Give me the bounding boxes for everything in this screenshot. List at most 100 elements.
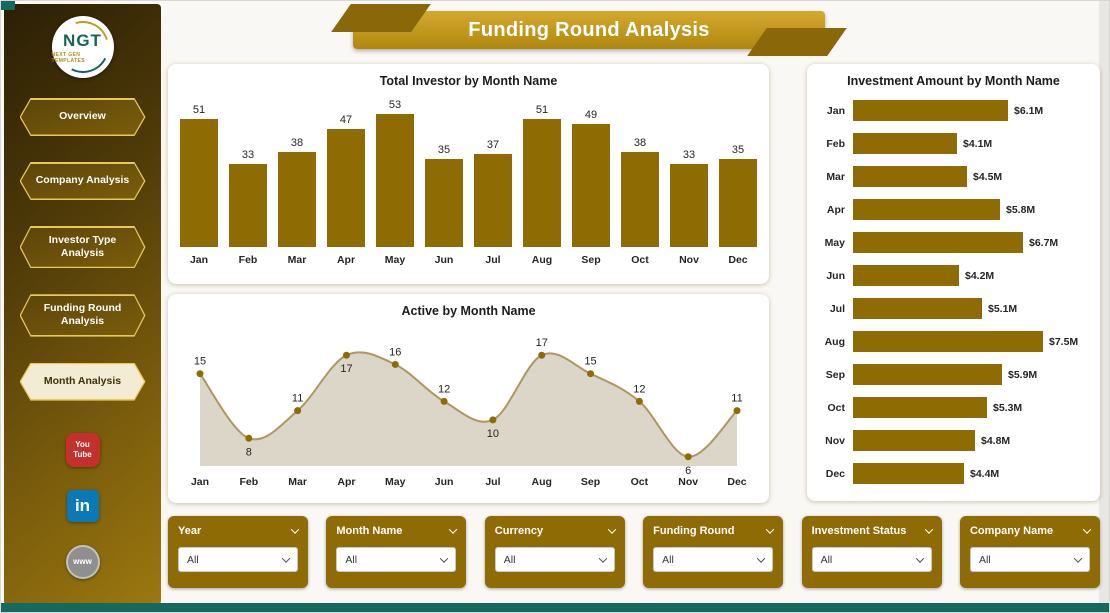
area-marker[interactable] — [342, 351, 350, 359]
hbar-value-label: $4.2M — [965, 269, 995, 282]
sidebar-item-company-analysis[interactable]: Company Analysis — [20, 162, 146, 200]
bar-column: 37 Jul — [474, 92, 512, 266]
page-title: Funding Round Analysis — [468, 18, 710, 41]
logo-subtext: NEXT GEN TEMPLATES — [51, 51, 86, 64]
bar-column: 38 Mar — [278, 92, 316, 266]
area-marker[interactable] — [489, 416, 497, 424]
hbar-bar[interactable] — [853, 100, 1008, 121]
hbar-bar[interactable] — [853, 364, 1002, 385]
area-marker[interactable] — [245, 434, 253, 442]
area-value-label: 16 — [389, 346, 401, 358]
filter-investment-status-dropdown[interactable]: All — [811, 547, 932, 572]
sidebar-item-label: Investor Type Analysis — [48, 233, 117, 260]
area-marker[interactable] — [440, 397, 448, 405]
area-chart[interactable]: 15 Jan 8 Feb 11 Mar 17 Apr 16 May 12 Jun 10 Jul 17 Aug 1… — [176, 322, 761, 492]
filter-funding-round-dropdown[interactable]: All — [653, 547, 774, 572]
bar[interactable] — [719, 159, 757, 247]
hbar-row: Oct $5.3M — [815, 391, 1092, 424]
area-marker[interactable] — [294, 407, 302, 415]
area-marker[interactable] — [196, 370, 204, 378]
hbar-month-label: Oct — [827, 401, 845, 414]
hbar-month-label: Aug — [824, 335, 845, 348]
hbar-bar[interactable] — [853, 199, 1000, 220]
hbar-month-label: Jan — [826, 104, 845, 117]
hbar-month-label: Apr — [826, 203, 845, 216]
hbar-bar[interactable] — [853, 265, 959, 286]
bar[interactable] — [621, 152, 659, 247]
youtube-text-bottom: Tube — [73, 449, 92, 459]
bar-value-label: 33 — [682, 149, 696, 161]
sidebar-item-overview[interactable]: Overview — [20, 98, 146, 136]
area-month-label: Apr — [337, 476, 355, 488]
hbar-month-label: May — [824, 236, 845, 249]
hbar-bar[interactable] — [853, 397, 987, 418]
hbar-bar[interactable] — [853, 232, 1023, 253]
chevron-down-icon — [607, 525, 617, 534]
filter-funding-round-header[interactable]: Funding Round — [653, 525, 775, 537]
bar[interactable] — [376, 114, 414, 247]
area-marker[interactable] — [635, 397, 643, 405]
hbar-bar[interactable] — [853, 133, 957, 154]
filter-value: All — [345, 553, 358, 566]
bar[interactable] — [180, 119, 218, 247]
hbar-bar[interactable] — [853, 298, 982, 319]
linkedin-icon[interactable]: in — [66, 489, 99, 522]
website-icon[interactable]: www — [65, 544, 100, 579]
filter-currency-header[interactable]: Currency — [495, 525, 617, 537]
sidebar-item-month-analysis[interactable]: Month Analysis — [20, 363, 146, 401]
bar-value-label: 51 — [192, 104, 206, 116]
filter-investment-status-header[interactable]: Investment Status — [812, 525, 933, 537]
bar-column: 49 Sep — [572, 92, 610, 266]
area-marker[interactable] — [538, 351, 546, 359]
area-fill — [200, 352, 737, 466]
bar[interactable] — [572, 124, 610, 247]
area-marker[interactable] — [587, 370, 595, 378]
bar[interactable] — [523, 119, 561, 247]
bar-value-label: 33 — [241, 149, 255, 161]
filter-company-name-dropdown[interactable]: All — [969, 547, 1090, 572]
area-marker[interactable] — [684, 453, 692, 461]
sidebar-item-label: Month Analysis — [43, 374, 122, 387]
bar-column: 33 Feb — [229, 92, 267, 266]
filter-funding-round: Funding Round All — [643, 516, 784, 588]
youtube-icon[interactable]: You Tube — [65, 432, 100, 467]
bar[interactable] — [474, 154, 512, 247]
filter-currency: Currency All — [484, 516, 625, 588]
area-marker[interactable] — [733, 407, 741, 415]
hbar-bar[interactable] — [853, 463, 964, 484]
bar-month-label: Nov — [679, 254, 699, 266]
bar-column: 53 May — [376, 92, 414, 266]
chevron-down-icon — [1073, 553, 1083, 563]
sidebar-item-investor-type-analysis[interactable]: Investor Type Analysis — [20, 226, 146, 268]
area-marker[interactable] — [391, 360, 399, 368]
chevron-down-icon — [924, 525, 933, 534]
bar[interactable] — [229, 164, 267, 247]
filter-month-name-header[interactable]: Month Name — [336, 525, 458, 537]
hbar-bar[interactable] — [853, 430, 975, 451]
hbar-bar[interactable] — [853, 331, 1043, 352]
chevron-down-icon — [915, 553, 924, 563]
chevron-down-icon — [290, 525, 300, 534]
filter-value: All — [978, 553, 991, 566]
area-value-label: 17 — [340, 363, 352, 375]
sidebar-item-inner: Month Analysis — [21, 364, 144, 399]
bar-value-label: 35 — [731, 144, 745, 156]
bar[interactable] — [278, 152, 316, 247]
bar[interactable] — [425, 159, 463, 247]
filter-month-name-dropdown[interactable]: All — [336, 547, 457, 572]
hbar-value-label: $6.1M — [1014, 104, 1044, 117]
bar[interactable] — [327, 129, 365, 247]
hbar-bar[interactable] — [853, 166, 967, 187]
filter-company-name-header[interactable]: Company Name — [970, 525, 1092, 537]
filter-currency-dropdown[interactable]: All — [494, 547, 615, 572]
logo-text: NGT — [63, 30, 102, 50]
bar[interactable] — [670, 164, 708, 247]
sidebar-item-funding-round-analysis[interactable]: Funding Round Analysis — [20, 294, 146, 336]
filter-year-dropdown[interactable]: All — [178, 547, 298, 572]
bar-value-label: 47 — [339, 114, 353, 126]
filter-year-header[interactable]: Year — [178, 525, 300, 537]
hbar-row: Sep $5.9M — [815, 358, 1092, 391]
area-value-label: 15 — [584, 356, 596, 368]
sidebar-item-inner: Funding Round Analysis — [21, 296, 144, 335]
sidebar-item-inner: Investor Type Analysis — [21, 228, 144, 267]
